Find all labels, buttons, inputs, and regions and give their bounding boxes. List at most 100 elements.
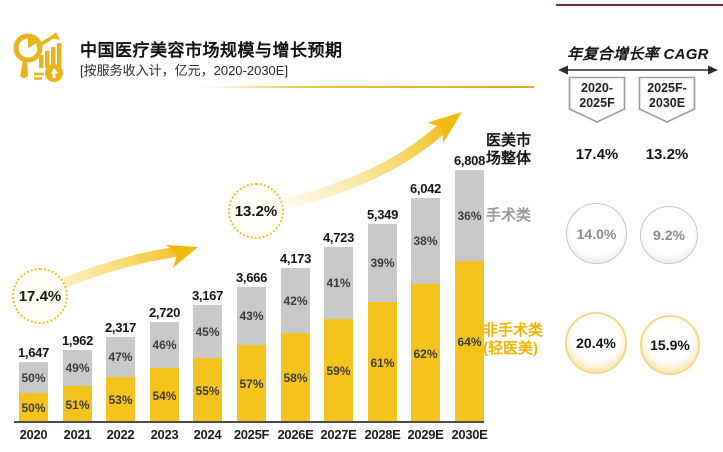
bar-2022: 2,317 47% 53%	[105, 320, 136, 423]
legend-nonsurgical-line1: 非手术类	[483, 322, 544, 339]
bar-segment-nonsurgical: 64%	[455, 261, 484, 423]
bar-segment-surgical: 41%	[324, 247, 353, 319]
segment-share-label: 54%	[152, 388, 177, 403]
legend-overall-market: 医美市 场整体	[486, 132, 550, 168]
period-1-line2: 2025F	[579, 96, 615, 110]
bar-segment-surgical: 38%	[411, 198, 440, 284]
overall-cagr-value-2: 13.2%	[645, 146, 689, 163]
x-axis-label-2026E: 2026E	[277, 427, 314, 442]
x-axis-label-2022: 2022	[106, 427, 135, 442]
cagr-callout-2025-2030: 13.2%	[228, 183, 284, 239]
segment-share-label: 42%	[283, 293, 308, 308]
x-axis-label-2020: 2020	[19, 427, 48, 442]
bar-2023: 2,720 46% 54%	[149, 305, 180, 423]
x-axis-label-2029E: 2029E	[407, 427, 444, 442]
bar-segment-nonsurgical: 55%	[193, 358, 222, 423]
bar-2030E: 6,808 36% 64%	[454, 153, 485, 423]
x-axis-label-2023: 2023	[150, 427, 179, 442]
bar-segment-surgical: 43%	[237, 287, 266, 345]
segment-share-label: 50%	[21, 370, 46, 385]
overall-cagr-value-1: 17.4%	[575, 146, 619, 163]
bar-total-label: 2,720	[148, 305, 181, 320]
cagr-callout-2020-2025: 17.4%	[12, 268, 68, 324]
segment-share-label: 64%	[457, 335, 482, 349]
period-banner-1-text: 2020- 2025F	[568, 76, 626, 111]
x-axis-label-2025F: 2025F	[233, 427, 270, 442]
bar-segment-nonsurgical: 51%	[63, 386, 92, 423]
bar-segment-nonsurgical: 50%	[19, 393, 48, 423]
bar-2027E: 4,723 41% 59%	[323, 230, 354, 423]
market-analysis-icon	[13, 32, 63, 82]
bar-total-label: 3,666	[235, 270, 268, 285]
period-2-line2: 2030E	[648, 96, 686, 110]
bar-2029E: 6,042 38% 62%	[410, 181, 441, 423]
nonsurgical-cagr-circle-2: 15.9%	[640, 315, 700, 375]
segment-share-label: 51%	[65, 397, 90, 412]
bar-segment-surgical: 49%	[63, 350, 92, 386]
segment-share-label: 45%	[195, 324, 220, 339]
segment-share-label: 55%	[195, 383, 220, 398]
bar-segment-nonsurgical: 57%	[237, 345, 266, 423]
period-banner-2-text: 2025F- 2030E	[638, 76, 696, 111]
bar-segment-surgical: 42%	[281, 268, 310, 333]
bar-2020: 1,647 50% 50%	[18, 345, 49, 423]
x-axis-label-2027E: 2027E	[320, 427, 357, 442]
legend-overall-line1: 医美市	[486, 132, 532, 149]
bar-segment-surgical: 46%	[150, 322, 179, 368]
segment-share-label: 62%	[413, 346, 438, 361]
legend-nonsurgical-line2: (轻医美)	[483, 340, 538, 357]
legend-overall-line2: 场整体	[486, 150, 532, 167]
bar-segment-nonsurgical: 58%	[281, 333, 310, 423]
period-banner-1: 2020- 2025F	[568, 76, 626, 124]
bar-segment-surgical: 45%	[193, 305, 222, 358]
legend-surgical: 手术类	[486, 207, 532, 224]
bar-2021: 1,962 49% 51%	[62, 333, 93, 423]
bar-segment-surgical: 47%	[106, 337, 135, 377]
surgical-cagr-circle-2: 9.2%	[640, 206, 698, 264]
bar-2025F: 3,666 43% 57%	[236, 270, 267, 423]
surgical-cagr-circle-1: 14.0%	[566, 203, 627, 264]
segment-share-label: 50%	[21, 401, 46, 415]
segment-share-label: 38%	[413, 234, 438, 248]
bar-2026E: 4,173 42% 58%	[280, 251, 311, 423]
segment-share-label: 41%	[326, 276, 351, 290]
segment-share-label: 39%	[370, 256, 395, 270]
bar-segment-nonsurgical: 53%	[106, 377, 135, 423]
bar-segment-nonsurgical: 61%	[368, 302, 397, 423]
cagr-panel-title: 年复合增长率 CAGR	[567, 46, 709, 63]
page-title: 中国医疗美容市场规模与增长预期	[80, 41, 343, 60]
bar-segment-surgical: 39%	[368, 224, 397, 302]
x-axis-line	[14, 421, 484, 423]
segment-share-label: 49%	[65, 361, 90, 375]
segment-share-label: 43%	[239, 309, 264, 323]
segment-share-label: 57%	[239, 377, 264, 391]
segment-share-label: 36%	[457, 208, 482, 223]
bar-segment-nonsurgical: 62%	[411, 284, 440, 423]
bar-total-label: 6,808	[453, 153, 486, 168]
bar-total-label: 5,349	[366, 207, 399, 222]
bar-2024: 3,167 45% 55%	[192, 288, 223, 423]
bar-total-label: 1,647	[17, 345, 50, 360]
segment-share-label: 61%	[370, 355, 395, 370]
period-banner-2: 2025F- 2030E	[638, 76, 696, 124]
header-divider	[198, 86, 534, 88]
nonsurgical-cagr-circle-1: 20.4%	[565, 312, 627, 374]
segment-share-label: 53%	[108, 393, 133, 407]
segment-share-label: 59%	[326, 364, 351, 378]
page-subtitle: [按服务收入计，亿元，2020-2030E]	[80, 63, 289, 78]
x-axis-label-2030E: 2030E	[451, 427, 488, 442]
bar-segment-surgical: 50%	[19, 362, 48, 393]
segment-share-label: 46%	[152, 338, 177, 352]
top-right-rule	[556, 4, 723, 6]
bar-total-label: 1,962	[61, 333, 94, 348]
bar-2028E: 5,349 39% 61%	[367, 207, 398, 423]
period-2-line1: 2025F-	[647, 81, 687, 95]
bar-segment-surgical: 36%	[455, 170, 484, 261]
x-axis-label-2021: 2021	[63, 427, 92, 442]
bar-segment-nonsurgical: 59%	[324, 319, 353, 423]
bar-total-label: 6,042	[409, 181, 442, 196]
bar-segment-nonsurgical: 54%	[150, 368, 179, 423]
x-axis-label-2024: 2024	[193, 427, 222, 442]
bar-total-label: 4,173	[279, 251, 312, 266]
